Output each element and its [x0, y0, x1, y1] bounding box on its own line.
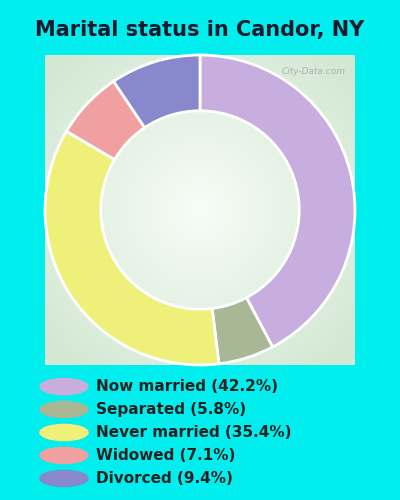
Text: Never married (35.4%): Never married (35.4%) — [96, 425, 292, 440]
Wedge shape — [200, 55, 355, 347]
Wedge shape — [45, 131, 219, 365]
Text: Divorced (9.4%): Divorced (9.4%) — [96, 471, 233, 486]
Text: Widowed (7.1%): Widowed (7.1%) — [96, 448, 235, 463]
Wedge shape — [114, 55, 200, 128]
Circle shape — [40, 402, 88, 417]
Circle shape — [40, 424, 88, 440]
Wedge shape — [66, 82, 145, 160]
Circle shape — [40, 470, 88, 486]
Text: City-Data.com: City-Data.com — [282, 68, 346, 76]
Text: Now married (42.2%): Now married (42.2%) — [96, 379, 278, 394]
Circle shape — [40, 448, 88, 464]
Text: Marital status in Candor, NY: Marital status in Candor, NY — [35, 20, 365, 40]
Wedge shape — [212, 298, 272, 364]
Circle shape — [40, 378, 88, 394]
Text: Separated (5.8%): Separated (5.8%) — [96, 402, 246, 417]
